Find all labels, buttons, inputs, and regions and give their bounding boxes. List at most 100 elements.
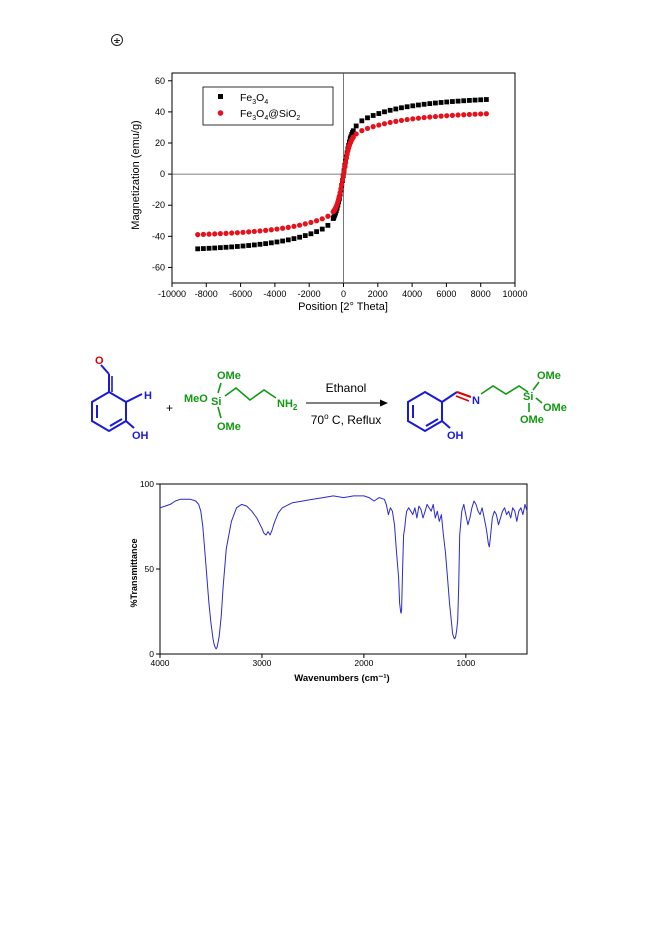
svg-text:Si: Si: [211, 396, 221, 408]
mag-point: [285, 237, 291, 243]
mag-y-axis-label: Magnetization (emu/g): [130, 120, 142, 229]
mag-point: [398, 117, 405, 124]
mag-point: [466, 111, 472, 118]
mag-point: [195, 246, 201, 252]
mag-point: [200, 246, 206, 251]
mag-point: [325, 222, 331, 228]
svg-text:OMe: OMe: [217, 370, 241, 382]
mag-point: [251, 228, 257, 235]
mag-point: [342, 163, 348, 170]
mag-point: [195, 232, 201, 238]
ir-x-axis-label: Wavenumbers (cm⁻¹): [294, 673, 389, 684]
mag-point: [421, 114, 427, 121]
mag-point: [393, 106, 399, 112]
mag-point: [472, 111, 478, 117]
mag-point: [339, 177, 346, 183]
mag-point: [427, 101, 433, 107]
mag-point: [263, 241, 269, 247]
ftir-chart: 4000 3000 2000 1000 0 50 100 %Transmittance Wa…: [129, 479, 528, 684]
mag-point: [285, 224, 291, 230]
svg-text:OH: OH: [132, 430, 149, 442]
mag-point: [478, 97, 484, 103]
mag-point: [365, 115, 370, 121]
mag-point: [257, 228, 263, 234]
mag-point: [450, 99, 455, 104]
mag-point: [416, 102, 421, 108]
mag-x-tick-label: 6000: [436, 289, 456, 299]
svg-text:Ethanol: Ethanol: [326, 381, 367, 395]
mag-point: [338, 186, 344, 192]
reaction-scheme: O H OH + OMe MeO Si OMe NH2 Ethanol 70o …: [91, 355, 567, 442]
mag-point: [200, 231, 206, 237]
salicylaldehyde-structure: O H OH: [91, 355, 152, 442]
mag-y-tick-label: 20: [155, 138, 165, 148]
mag-point: [337, 190, 343, 196]
mag-point: [340, 173, 346, 179]
mag-point: [415, 115, 422, 121]
mag-point: [319, 226, 325, 232]
mag-point: [350, 128, 356, 134]
schiff-base-product-structure: N OH Si OMe OMe OMe: [407, 370, 567, 442]
mag-point: [302, 221, 308, 227]
magnetization-chart: -10000 -8000 -6000 -4000 -2000 0 2000 4000 6000 8…: [130, 72, 528, 313]
mag-y-tick-label: 40: [155, 107, 165, 117]
mag-point: [376, 111, 382, 116]
mag-point: [483, 111, 489, 117]
mag-point: [393, 118, 399, 124]
mag-point: [314, 229, 319, 235]
mag-point: [438, 113, 444, 119]
mag-point: [472, 97, 478, 103]
ir-x-tick-label: 3000: [252, 658, 271, 668]
mag-point: [455, 98, 461, 104]
svg-text:70o C, Reflux: 70o C, Reflux: [311, 412, 382, 427]
mag-point: [280, 225, 286, 231]
mag-point: [466, 98, 472, 103]
mag-point: [319, 216, 325, 222]
mag-point: [444, 99, 450, 105]
mag-point: [350, 134, 356, 140]
mag-point: [274, 226, 280, 232]
mag-x-axis-label: Position [2° Theta]: [298, 301, 388, 313]
mag-point: [268, 240, 274, 246]
mag-x-tick-label: -4000: [263, 289, 286, 299]
mag-point: [410, 103, 416, 109]
mag-x-tick-label: 10000: [502, 289, 527, 299]
mag-point: [212, 245, 218, 251]
mag-point: [223, 230, 229, 236]
mag-point: [240, 243, 246, 249]
svg-text:NH2: NH2: [277, 398, 298, 412]
mag-point: [325, 213, 331, 219]
mag-point: [376, 122, 382, 128]
mag-x-tick-label: -10000: [158, 289, 186, 299]
mag-point: [399, 105, 404, 111]
svg-text:OH: OH: [447, 430, 464, 442]
mag-point: [370, 124, 376, 130]
mag-point: [229, 244, 235, 250]
mag-point: [217, 231, 223, 237]
mag-point: [240, 229, 246, 235]
mag-point: [449, 112, 456, 118]
mag-point: [410, 116, 416, 122]
mag-point: [433, 100, 438, 106]
page-mark-icon: [111, 34, 123, 46]
legend-marker-fe3o4: [218, 94, 223, 99]
mag-point: [291, 236, 297, 242]
mag-y-tick-label: 60: [155, 76, 165, 86]
mag-x-tick-label: -8000: [195, 289, 218, 299]
mag-point: [382, 109, 387, 115]
mag-point: [212, 231, 218, 237]
svg-text:OMe: OMe: [543, 402, 567, 414]
mag-point: [308, 219, 314, 226]
mag-point: [364, 125, 371, 132]
ir-y-tick-label: 0: [149, 649, 154, 659]
svg-text:MeO: MeO: [184, 393, 208, 405]
mag-point: [206, 231, 212, 237]
reaction-arrow: Ethanol 70o C, Reflux: [306, 381, 388, 427]
mag-y-tick-label: -60: [152, 262, 165, 272]
mag-point: [427, 114, 433, 120]
mag-point: [234, 230, 240, 236]
mag-legend: Fe3O4 Fe3O4@SiO2: [202, 86, 334, 126]
mag-point: [455, 112, 461, 118]
ir-x-tick-label: 2000: [354, 658, 373, 668]
mag-point: [339, 182, 345, 188]
